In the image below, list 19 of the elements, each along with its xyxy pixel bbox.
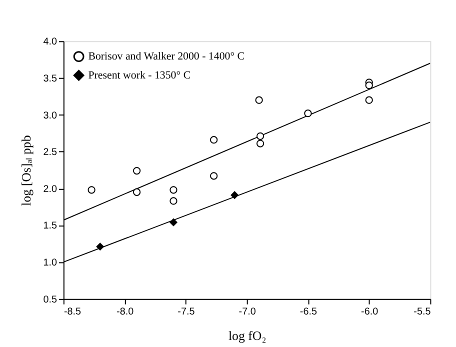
- legend-label: Present work - 1350° C: [88, 69, 191, 82]
- x-tick-label: -8.0: [116, 306, 134, 318]
- x-tick-label: -8.5: [64, 306, 82, 318]
- x-tick-label: -6.5: [300, 306, 318, 318]
- x-axis-title: log fO₂: [228, 329, 266, 344]
- y-tick-label: 4.0: [43, 36, 58, 48]
- y-tick-label: 1.0: [43, 258, 58, 269]
- y-tick-label: 0.5: [43, 294, 58, 306]
- legend-label: Borisov and Walker 2000 - 1400° C: [88, 50, 245, 63]
- x-tick-label: -6.0: [361, 306, 379, 318]
- y-tick-label: 1.5: [43, 220, 58, 232]
- y-axis-title: log [Os]ₐₗ ppb: [19, 135, 34, 206]
- x-tick-label: -7.5: [178, 306, 196, 318]
- y-tick-label: 2.5: [43, 147, 58, 158]
- x-tick-label: -7.0: [238, 306, 256, 318]
- y-tick-label: 3.5: [43, 73, 58, 84]
- y-tick-label: 2.0: [43, 184, 58, 195]
- x-tick-label: -5.5: [414, 306, 432, 318]
- y-tick-label: 3.0: [43, 110, 58, 122]
